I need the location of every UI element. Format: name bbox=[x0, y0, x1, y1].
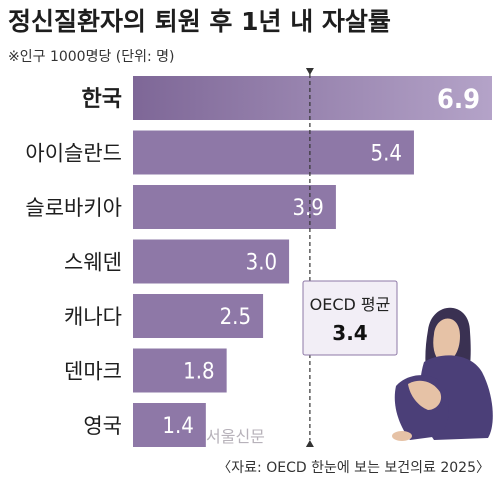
bar-1 bbox=[133, 76, 492, 120]
bars-layer bbox=[133, 76, 492, 447]
value-label-4: 3.0 bbox=[246, 251, 277, 276]
value-label-1: 6.9 bbox=[437, 84, 480, 115]
oecd-average-label: OECD 평균 bbox=[310, 295, 391, 314]
category-label-1: 한국 bbox=[82, 87, 122, 112]
value-label-6: 1.8 bbox=[183, 360, 214, 385]
chart-title: 정신질환자의 퇴원 후 1년 내 자살률 bbox=[8, 7, 391, 36]
bar-5 bbox=[133, 294, 264, 338]
bar-7 bbox=[133, 403, 206, 447]
labels-layer: 한국 6.9 아이슬란드 5.4 슬로바키아 3.9 스웨덴 3.0 캐나다 2.5 덴마크 1.8 영… bbox=[25, 84, 480, 439]
oecd-average-value: 3.4 bbox=[332, 321, 367, 345]
bar-3 bbox=[133, 185, 336, 229]
sitting-woman-illustration bbox=[392, 307, 493, 441]
value-label-5: 2.5 bbox=[220, 305, 251, 330]
category-label-3: 슬로바키아 bbox=[25, 196, 122, 220]
oecd-average-box bbox=[302, 280, 398, 356]
bar-4 bbox=[133, 239, 290, 284]
value-label-7: 1.4 bbox=[162, 414, 193, 439]
category-label-4: 스웨덴 bbox=[64, 251, 122, 275]
category-label-7: 영국 bbox=[83, 414, 122, 438]
source-note: 〈자료: OECD 한눈에 보는 보건의료 2025〉 bbox=[217, 460, 490, 476]
bar-6 bbox=[133, 348, 227, 393]
value-label-2: 5.4 bbox=[370, 142, 401, 167]
watermark: 서울신문 bbox=[206, 427, 265, 446]
oecd-average-annotation: OECD 평균 3.4 bbox=[302, 68, 398, 447]
value-label-3: 3.9 bbox=[292, 196, 323, 221]
chart-subtitle: ※인구 1000명당 (단위: 명) bbox=[8, 49, 175, 65]
category-label-6: 덴마크 bbox=[64, 360, 122, 384]
category-label-2: 아이슬란드 bbox=[25, 142, 122, 166]
oecd-average-marker-top bbox=[305, 68, 314, 75]
oecd-average-marker-bottom bbox=[305, 440, 314, 447]
bar-2 bbox=[133, 130, 414, 175]
category-label-5: 캐나다 bbox=[64, 305, 122, 329]
